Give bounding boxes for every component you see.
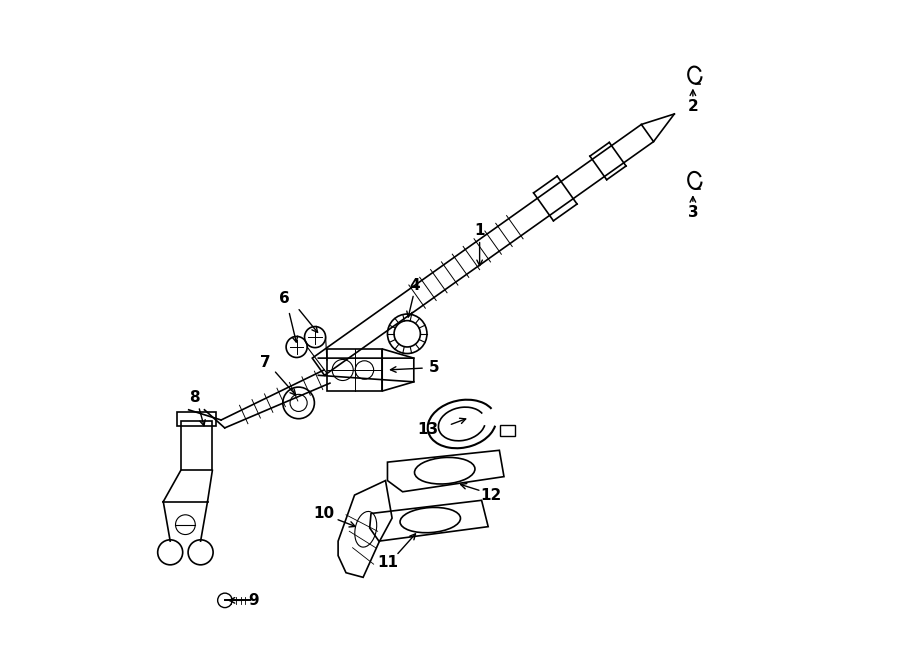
Text: 5: 5 [429, 360, 439, 375]
Text: 3: 3 [688, 204, 698, 219]
Text: 4: 4 [410, 278, 420, 293]
Text: 9: 9 [248, 593, 259, 608]
Text: 10: 10 [313, 506, 334, 521]
Bar [176, 412, 216, 426]
Bar [500, 424, 515, 436]
Text: 1: 1 [474, 223, 485, 238]
Text: 7: 7 [260, 354, 271, 369]
Text: 11: 11 [377, 555, 398, 570]
Text: 2: 2 [688, 99, 698, 114]
Text: 12: 12 [481, 488, 501, 502]
Text: 8: 8 [189, 390, 200, 405]
Text: 6: 6 [279, 291, 290, 306]
Bar [181, 421, 212, 471]
Text: 13: 13 [417, 422, 438, 437]
